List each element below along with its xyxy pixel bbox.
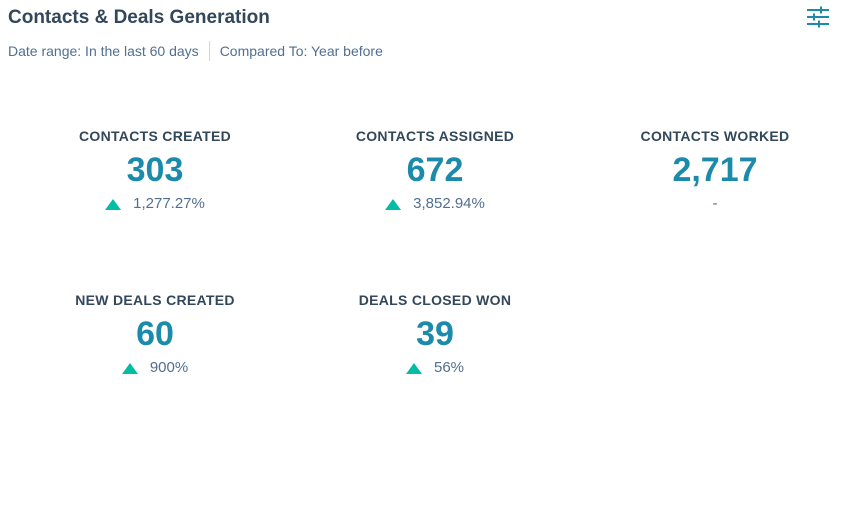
filter-button[interactable] bbox=[806, 6, 830, 28]
metric-change-value: 3,852.94% bbox=[413, 195, 485, 212]
date-range-label: Date range: In the last 60 days bbox=[8, 43, 199, 59]
metric-change-value: - bbox=[712, 195, 718, 212]
metric-change: 900% bbox=[25, 358, 285, 378]
metric-change-value: 56% bbox=[433, 359, 465, 376]
compared-to-label: Compared To: Year before bbox=[219, 43, 383, 59]
metric-label: CONTACTS CREATED bbox=[78, 128, 232, 144]
metric-value[interactable]: 2,717 bbox=[672, 151, 758, 189]
metric-value[interactable]: 60 bbox=[136, 315, 174, 353]
metric-value[interactable]: 672 bbox=[406, 151, 464, 189]
metric-label: CONTACTS WORKED bbox=[640, 128, 790, 144]
metric-value[interactable]: 39 bbox=[416, 315, 454, 353]
metric-change: 3,852.94% bbox=[305, 194, 565, 214]
metric-contacts-worked: CONTACTS WORKED 2,717 - bbox=[585, 127, 845, 214]
subtitle-divider bbox=[208, 41, 210, 61]
metric-change-value: 900% bbox=[149, 359, 189, 376]
metric-label: NEW DEALS CREATED bbox=[75, 292, 235, 308]
metric-contacts-assigned: CONTACTS ASSIGNED 672 3,852.94% bbox=[305, 127, 565, 214]
metric-label: DEALS CLOSED WON bbox=[358, 292, 512, 308]
triangle-up-icon bbox=[105, 198, 122, 210]
metric-new-deals-created: NEW DEALS CREATED 60 900% bbox=[25, 291, 285, 378]
triangle-up-icon bbox=[385, 198, 402, 210]
metric-label: CONTACTS ASSIGNED bbox=[355, 128, 515, 144]
metric-change: - bbox=[585, 194, 845, 214]
metric-value[interactable]: 303 bbox=[126, 151, 184, 189]
metric-contacts-created: CONTACTS CREATED 303 1,277.27% bbox=[25, 127, 285, 214]
metric-change: 1,277.27% bbox=[25, 194, 285, 214]
sliders-icon bbox=[807, 6, 829, 28]
triangle-up-icon bbox=[405, 362, 422, 374]
report-title: Contacts & Deals Generation bbox=[8, 7, 270, 28]
metric-change: 56% bbox=[305, 358, 565, 378]
metric-deals-closed-won: DEALS CLOSED WON 39 56% bbox=[305, 291, 565, 378]
triangle-up-icon bbox=[121, 362, 138, 374]
metric-change-value: 1,277.27% bbox=[133, 195, 205, 212]
report-subtitle: Date range: In the last 60 days Compared… bbox=[8, 41, 383, 61]
